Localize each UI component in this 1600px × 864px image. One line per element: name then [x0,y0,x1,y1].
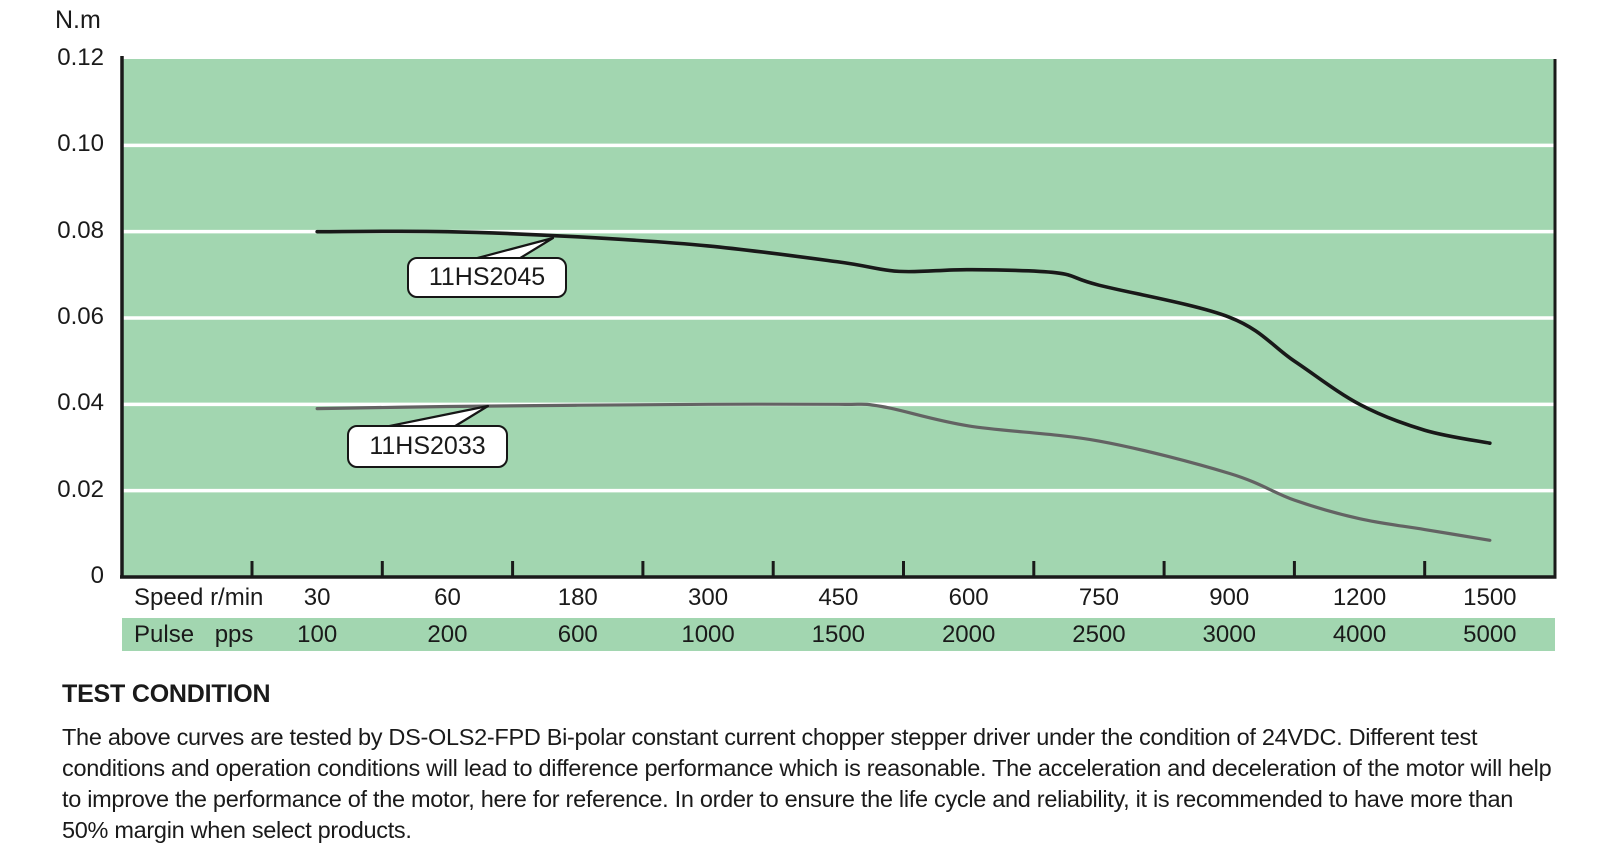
y-tick-label: 0.12 [57,44,104,71]
speed-tick-label: 600 [948,584,989,611]
speed-tick-label: 750 [1078,584,1119,611]
y-tick-label: 0.10 [57,130,104,158]
pulse-tick-label: 1000 [681,620,735,648]
pulse-tick-label: 200 [427,620,468,648]
pulse-tick-label: 100 [297,620,338,648]
chart-canvas [120,56,1557,579]
notes-heading: TEST CONDITION [62,680,271,708]
curve-11HS2033 [315,402,1492,542]
y-tick-label: 0.08 [57,216,104,244]
y-axis-unit-label: N.m [55,6,101,34]
pulse-tick-label: 2500 [1072,620,1126,648]
pulse-axis-row: Pulse pps 100 200 600 1000 1500 2000 2500 3000 4… [122,618,1555,651]
y-tick-label: 0.04 [57,389,104,417]
series-callout-11HS2033: 11HS2033 [347,425,508,468]
speed-tick-label: 900 [1209,584,1250,611]
speed-tick-label: 30 [303,584,331,611]
y-tick-label: 0.06 [57,303,104,330]
speed-axis-title: Speed r/min [134,584,264,611]
speed-tick-label: 1200 [1332,584,1387,611]
speed-tick-label: 1500 [1463,584,1517,611]
pulse-tick-label: 3000 [1202,620,1256,648]
speed-tick-label: 300 [688,584,729,611]
pulse-axis-title: Pulse pps [134,620,254,648]
pulse-tick-label: 4000 [1332,620,1387,648]
y-tick-label: 0.02 [57,475,104,503]
y-tick-label: 0 [90,562,104,589]
pulse-tick-label: 2000 [941,620,996,648]
speed-tick-label: 180 [557,584,598,611]
torque-speed-chart: N.m 0.12 0.10 0.08 0.06 0.04 0.02 0 11HS2045 1… [55,6,1557,651]
speed-tick-label: 60 [434,584,461,611]
notes-body: The above curves are tested by DS-OLS2-F… [62,724,1552,843]
pulse-tick-label: 5000 [1463,620,1517,648]
speed-tick-label: 450 [818,584,859,611]
series-callout-11HS2045: 11HS2045 [407,257,567,298]
pulse-tick-label: 1500 [811,620,866,648]
speed-axis-row: Speed r/min 30 60 180 300 450 600 750 900 1200 15… [122,582,1555,614]
pulse-tick-label: 600 [557,620,598,648]
curve-11HS2045 [315,229,1492,445]
test-condition-notes: TEST CONDITION The above curves are test… [62,680,1560,846]
